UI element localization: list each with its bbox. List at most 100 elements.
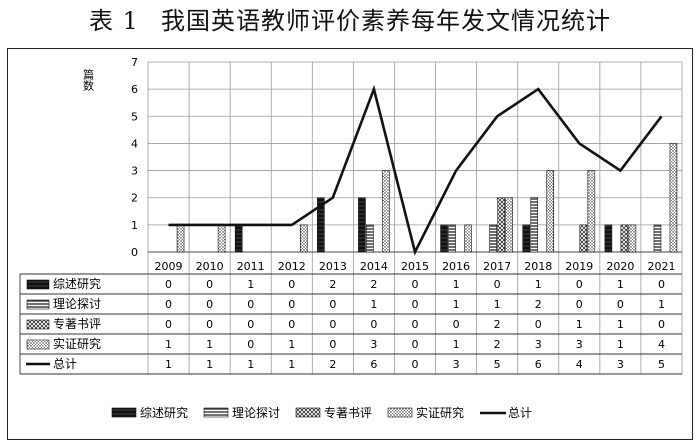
table-year-header: 2011 [237,260,265,273]
y-tick-label: 5 [131,110,138,123]
table-number: 表 1 [89,7,139,35]
table-cell: 0 [412,338,419,351]
table-cell: 4 [576,358,583,371]
bar-solid [358,197,366,253]
table-cell: 0 [658,278,665,291]
table-year-header: 2019 [565,260,593,273]
table-cell: 1 [247,358,254,371]
table-cell: 4 [658,338,665,351]
y-tick-label: 4 [131,137,138,150]
table-year-header: 2010 [196,260,224,273]
table-series-name: 专著书评 [53,316,101,331]
title-text: 我国英语教师评价素养每年发文情况统计 [160,7,611,35]
table-cell: 1 [617,318,624,331]
y-tick-label: 7 [131,56,138,69]
table-cell: 2 [494,338,501,351]
table-cell: 3 [617,358,624,371]
table-cell: 3 [370,338,377,351]
legend-key-crosshatch [295,407,321,418]
table-cell: 1 [370,298,377,311]
bar-dots [382,170,390,253]
bar-dots [587,170,596,253]
table-cell: 0 [412,298,419,311]
bar-hlines [653,224,662,253]
bar-hlines [489,224,497,253]
table-cell: 0 [370,318,377,331]
bar-solid [317,197,325,253]
table-year-header: 2020 [606,260,634,273]
y-tick-label: 1 [131,219,138,232]
table-cell: 0 [165,298,172,311]
chart-frame [7,48,693,440]
bar-hlines [530,197,539,253]
bar-dots [546,170,555,253]
table-cell: 0 [247,298,254,311]
table-cell: 1 [247,278,254,291]
table-cell: 1 [165,338,172,351]
table-cell: 1 [658,298,665,311]
table-cell: 0 [165,278,172,291]
table-year-header: 2018 [524,260,552,273]
table-cell: 1 [617,338,624,351]
table-cell: 3 [535,338,542,351]
table-cell: 2 [370,278,377,291]
table-cell: 0 [453,318,460,331]
table-cell: 6 [370,358,377,371]
table-cell: 0 [329,318,336,331]
bar-dots [217,224,226,253]
table-series-name: 总计 [53,357,77,371]
table-cell: 0 [494,278,501,291]
legend-label: 总计 [508,406,532,420]
table-key-crosshatch [26,319,50,330]
bar-crosshatch [497,197,505,253]
table-cell: 0 [535,318,542,331]
table-cell: 5 [494,358,501,371]
table-cell: 0 [288,318,295,331]
table-cell: 0 [576,278,583,291]
table-year-header: 2009 [155,260,183,273]
table-year-header: 2015 [401,260,429,273]
y-axis-label: 篇数 [82,68,95,92]
table-series-name: 理论探讨 [53,297,101,311]
table-cell: 1 [206,338,213,351]
table-cell: 0 [288,278,295,291]
bar-solid [234,224,243,253]
total-line [168,84,663,256]
table-cell: 1 [453,338,460,351]
bar-hlines [366,224,374,253]
legend-label: 理论探讨 [232,406,280,420]
table-cell: 0 [617,298,624,311]
chart-title: 表 1 我国英语教师评价素养每年发文情况统计 [0,4,700,38]
y-tick-label: 0 [131,246,138,259]
table-cell: 1 [617,278,624,291]
table-key-dots [26,339,50,350]
table-cell: 0 [206,298,213,311]
table-cell: 2 [535,298,542,311]
table-cell: 1 [535,278,542,291]
y-tick-label: 2 [131,192,138,205]
table-cell: 3 [453,358,460,371]
table-cell: 0 [206,278,213,291]
table-year-header: 2014 [360,260,388,273]
legend-key-hlines [203,407,229,418]
table-cell: 5 [658,358,665,371]
table-key-hlines [26,299,50,310]
legend-key-solid [111,407,137,418]
table-cell: 0 [412,318,419,331]
table-cell: 6 [535,358,542,371]
bar-dots [464,224,472,253]
y-tick-label: 6 [131,83,138,96]
table-year-header: 2013 [319,260,347,273]
table-cell: 0 [329,338,336,351]
table-series-name: 综述研究 [53,276,101,291]
table-cell: 0 [247,338,254,351]
table-cell: 1 [576,318,583,331]
bar-dots [176,224,185,253]
bar-dots [669,143,678,253]
bar-crosshatch [620,224,629,253]
table-cell: 2 [329,358,336,371]
table-cell: 1 [288,358,295,371]
legend-label: 实证研究 [416,405,464,420]
table-year-header: 2017 [483,260,511,273]
